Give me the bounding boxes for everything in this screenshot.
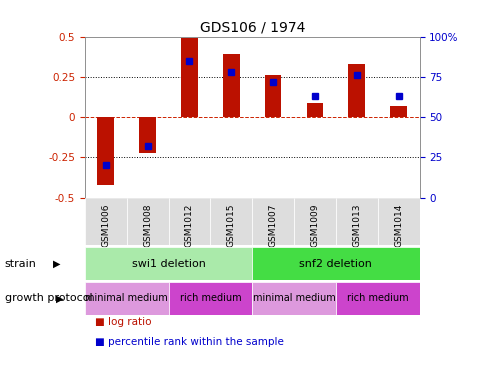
Bar: [168, 198, 210, 245]
Text: minimal medium: minimal medium: [85, 293, 168, 303]
Bar: [377, 198, 419, 245]
Text: GSM1012: GSM1012: [184, 203, 194, 247]
Bar: [85, 198, 126, 245]
Text: GSM1007: GSM1007: [268, 203, 277, 247]
Bar: [293, 198, 335, 245]
Text: ▶: ▶: [56, 293, 63, 303]
Text: GSM1013: GSM1013: [351, 203, 361, 247]
Bar: [306, 102, 323, 117]
Bar: [223, 54, 239, 117]
Text: GSM1009: GSM1009: [310, 203, 319, 247]
Text: strain: strain: [5, 258, 37, 269]
Bar: [139, 117, 156, 153]
Bar: [335, 282, 419, 315]
Bar: [264, 75, 281, 117]
Text: GSM1015: GSM1015: [227, 203, 235, 247]
Text: rich medium: rich medium: [179, 293, 241, 303]
Bar: [390, 106, 406, 117]
Text: ■ percentile rank within the sample: ■ percentile rank within the sample: [94, 337, 283, 347]
Text: rich medium: rich medium: [346, 293, 408, 303]
Text: growth protocol: growth protocol: [5, 293, 92, 303]
Bar: [335, 198, 377, 245]
Text: GSM1008: GSM1008: [143, 203, 152, 247]
Bar: [181, 38, 197, 117]
Bar: [210, 198, 252, 245]
Bar: [85, 247, 252, 280]
Bar: [126, 198, 168, 245]
Text: swi1 deletion: swi1 deletion: [131, 258, 205, 269]
Bar: [252, 198, 293, 245]
Text: ▶: ▶: [53, 258, 60, 269]
Bar: [348, 64, 364, 117]
Text: ■ log ratio: ■ log ratio: [94, 317, 151, 326]
Title: GDS106 / 1974: GDS106 / 1974: [199, 20, 304, 34]
Bar: [252, 247, 419, 280]
Text: snf2 deletion: snf2 deletion: [299, 258, 372, 269]
Text: GSM1006: GSM1006: [101, 203, 110, 247]
Bar: [168, 282, 252, 315]
Text: GSM1014: GSM1014: [393, 203, 402, 247]
Bar: [97, 117, 114, 185]
Text: minimal medium: minimal medium: [252, 293, 335, 303]
Bar: [85, 282, 168, 315]
Bar: [252, 282, 335, 315]
